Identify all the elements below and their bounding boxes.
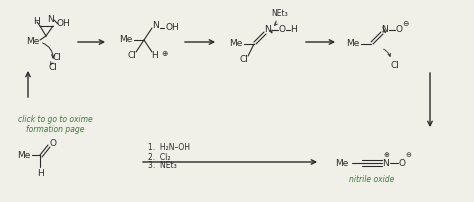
Text: ⊖: ⊖: [405, 152, 411, 158]
Text: O: O: [395, 25, 402, 35]
Text: N: N: [383, 159, 389, 167]
Text: O: O: [399, 159, 405, 167]
Text: Cl: Cl: [53, 54, 62, 62]
Text: N: N: [153, 21, 159, 31]
Text: Cl: Cl: [48, 63, 57, 73]
Text: Me: Me: [18, 150, 31, 160]
Text: click to go to oxime
formation page: click to go to oxime formation page: [18, 115, 92, 134]
Text: OH: OH: [56, 20, 70, 28]
Text: Me: Me: [346, 40, 360, 48]
Text: Me: Me: [119, 36, 133, 44]
Text: NEt₃: NEt₃: [272, 9, 288, 19]
Text: H: H: [152, 52, 158, 61]
Text: O: O: [49, 139, 56, 147]
Text: OH: OH: [165, 23, 179, 33]
Text: Cl: Cl: [128, 52, 137, 61]
Text: ⊖: ⊖: [402, 20, 408, 28]
Text: Me: Me: [229, 40, 243, 48]
Text: nitrile oxide: nitrile oxide: [349, 175, 395, 183]
Text: Me: Me: [335, 159, 349, 167]
Text: 1.  H₂N–OH: 1. H₂N–OH: [148, 143, 190, 153]
Text: H: H: [36, 168, 44, 178]
Text: Me: Me: [27, 38, 40, 46]
Text: N: N: [46, 16, 54, 24]
Text: ⊕: ⊕: [383, 152, 389, 158]
Text: N: N: [264, 25, 272, 35]
Text: Cl: Cl: [391, 61, 400, 70]
Text: ⊕: ⊕: [161, 49, 167, 59]
Text: O: O: [279, 25, 285, 35]
Text: H: H: [34, 18, 40, 26]
Text: H: H: [291, 25, 297, 35]
Text: 2.  Cl₂: 2. Cl₂: [148, 153, 171, 162]
Text: Cl: Cl: [239, 56, 248, 64]
Text: N: N: [382, 25, 388, 35]
Text: 3.  NEt₃: 3. NEt₃: [148, 162, 177, 170]
